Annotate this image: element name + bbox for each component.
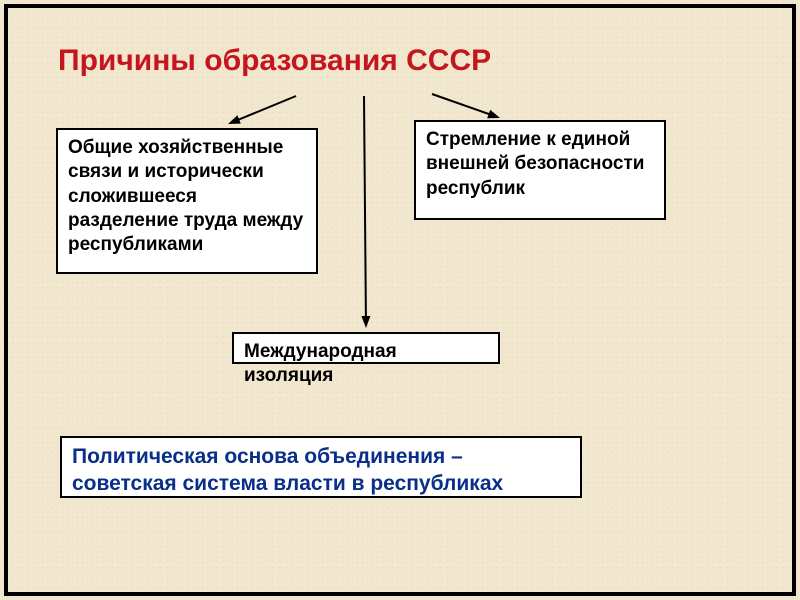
- reason-box-center: Международная изоляция: [232, 332, 500, 364]
- conclusion-box: Политическая основа объединения – советс…: [60, 436, 582, 498]
- slide-title: Причины образования СССР: [58, 44, 491, 78]
- slide-frame: [4, 4, 796, 596]
- reason-box-right: Стремление к единой внешней безопасности…: [414, 120, 666, 220]
- reason-box-left: Общие хозяйственные связи и исторически …: [56, 128, 318, 274]
- slide: Причины образования СССР Общие хозяйстве…: [0, 0, 800, 600]
